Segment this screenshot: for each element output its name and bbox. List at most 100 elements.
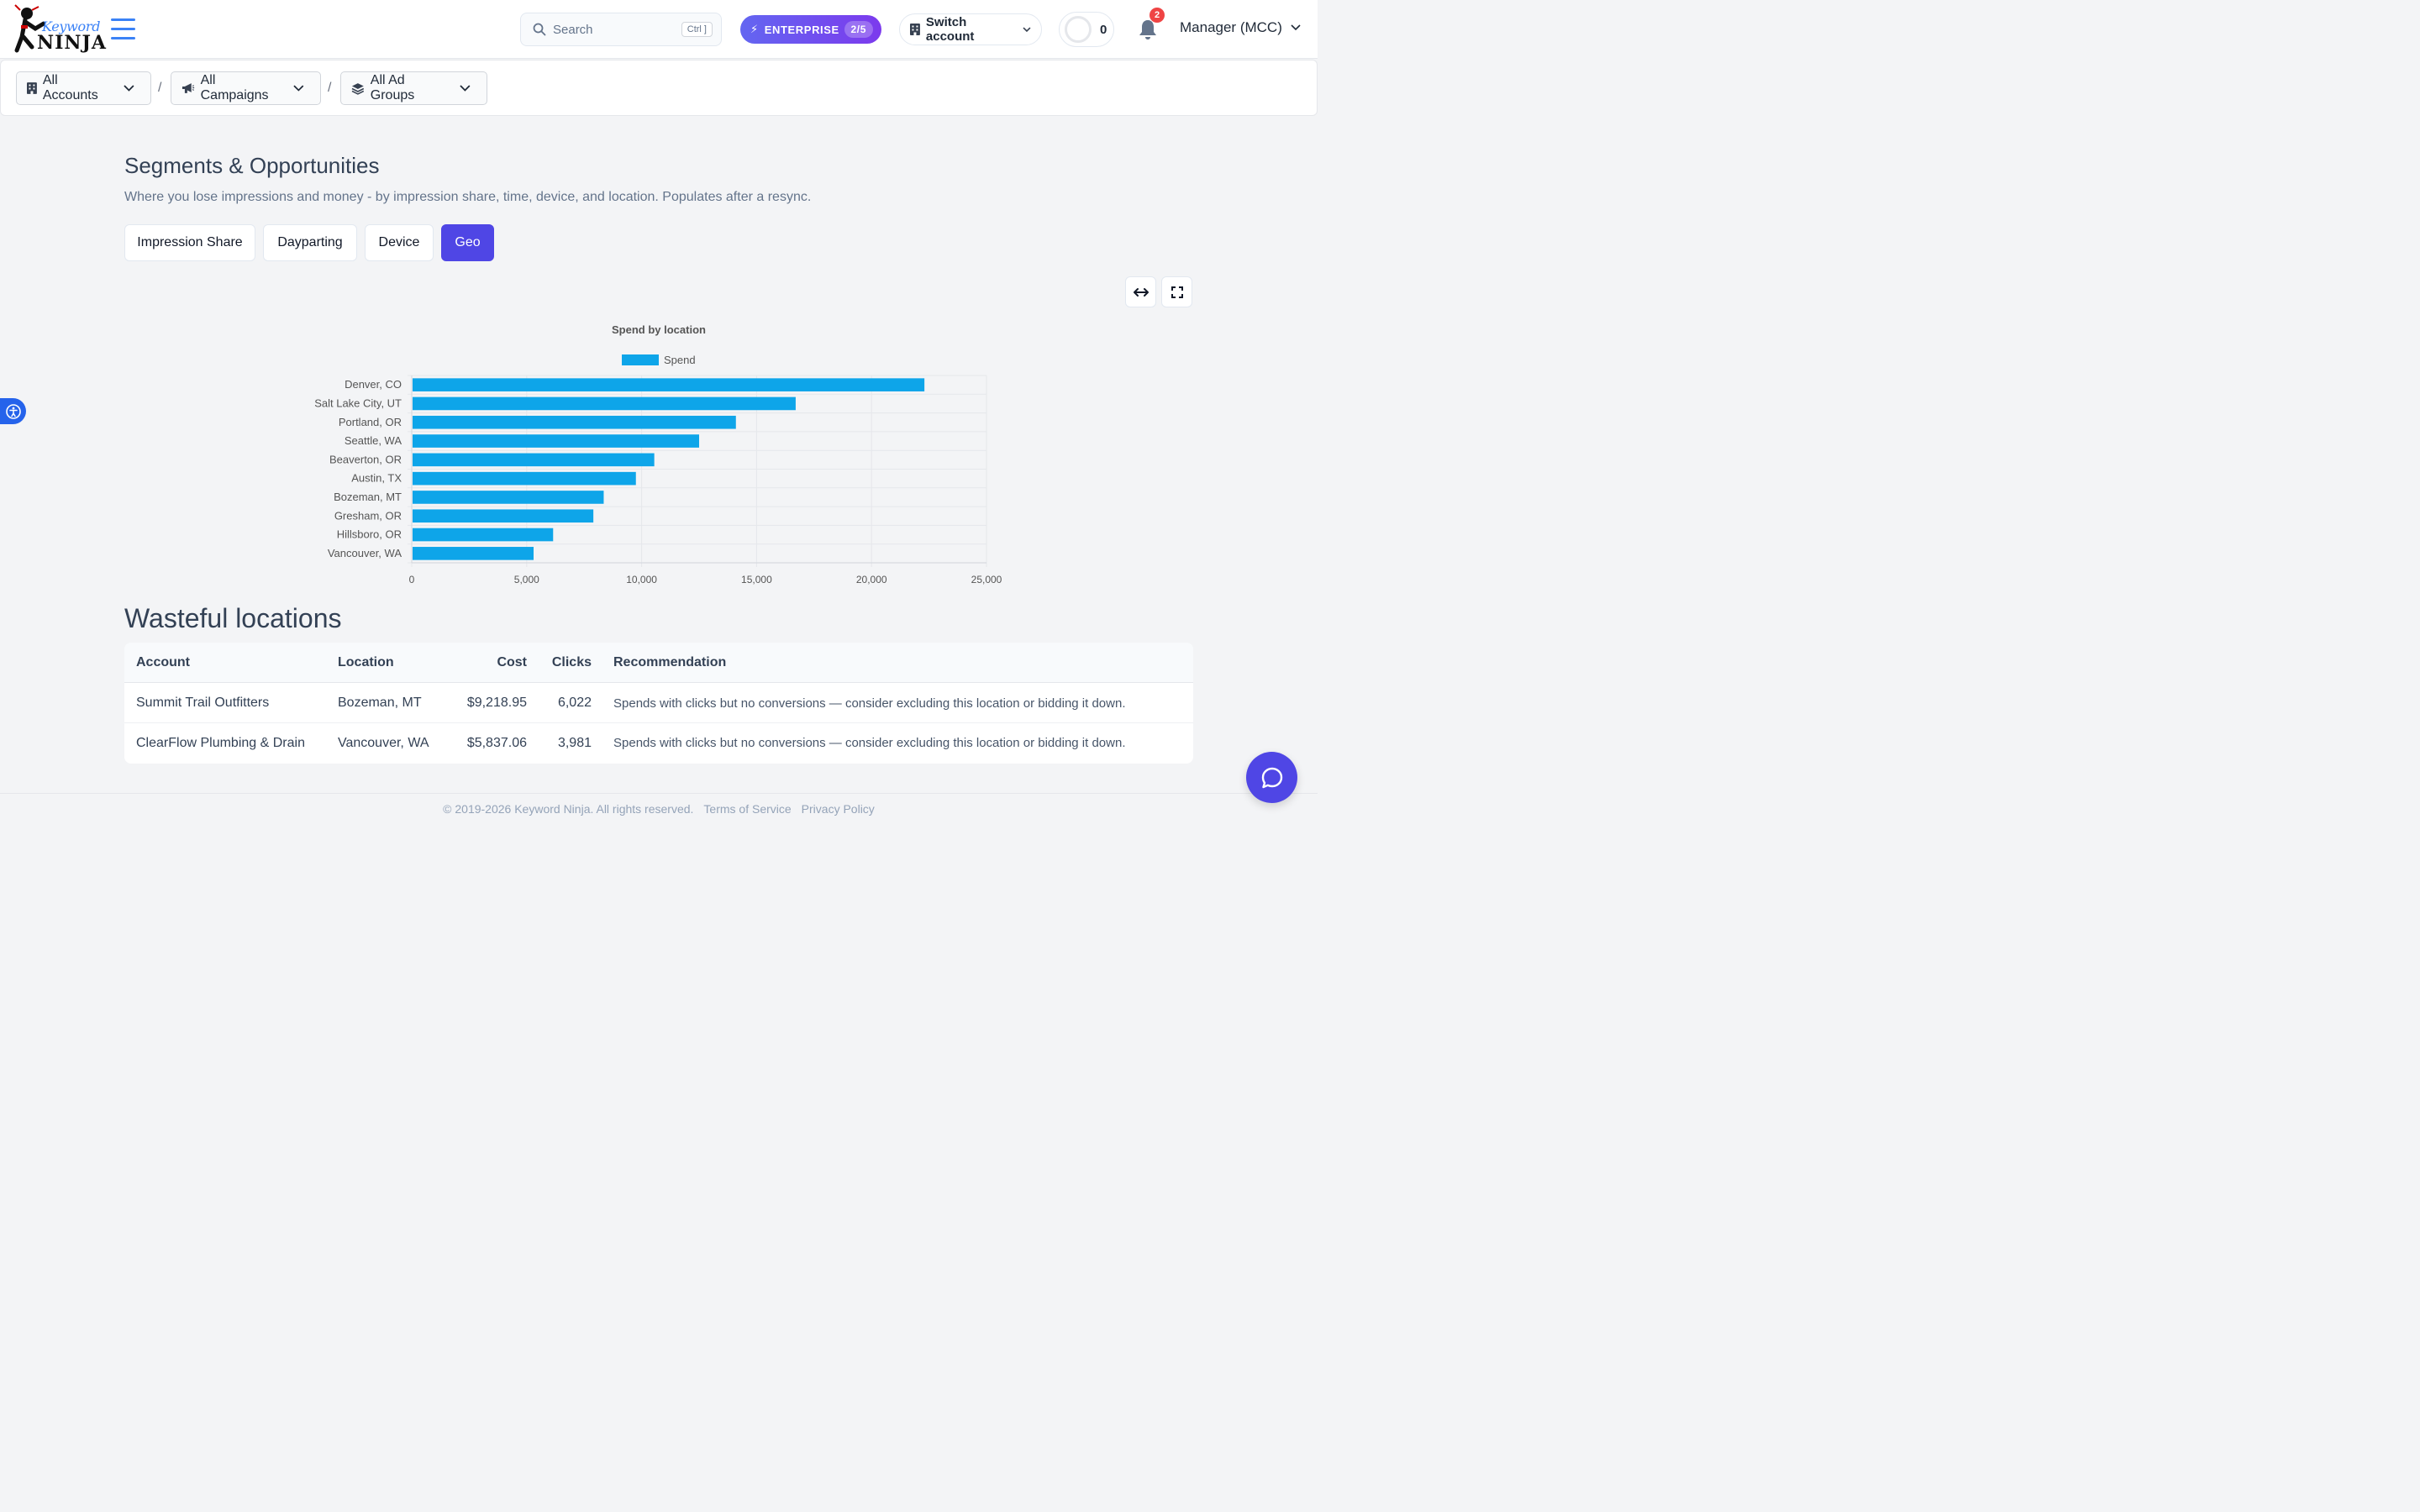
footer: © 2019-2026 Keyword Ninja. All rights re… [0,793,1318,823]
accounts-dropdown[interactable]: All Accounts [16,71,151,105]
top-header: Keyword NINJA Search Ctrl ] ⚡ ENTERPRISE… [0,0,1318,59]
x-tick-label: 25,000 [971,574,1002,585]
chevron-down-icon [1291,24,1301,31]
table-header: Account Location Cost Clicks Recommendat… [124,643,1193,683]
page-title: Segments & Opportunities [124,153,380,178]
wasteful-locations-table: Account Location Cost Clicks Recommendat… [124,643,1193,764]
menu-toggle-button[interactable] [111,18,135,40]
tab-dayparting[interactable]: Dayparting [263,224,357,261]
table-row: ClearFlow Plumbing & Drain Vancouver, WA… [124,723,1193,763]
x-tick-label: 15,000 [741,574,772,585]
bar[interactable] [413,528,554,542]
accessibility-button[interactable] [0,398,26,424]
plan-label: ENTERPRISE [764,23,839,36]
search-placeholder: Search [553,22,593,37]
cell-clicks: 3,981 [557,735,592,750]
column-cost[interactable]: Cost [497,654,527,669]
column-account[interactable]: Account [136,654,190,669]
fullscreen-button[interactable] [1161,276,1192,307]
hamburger-icon [111,18,135,21]
ad-groups-dropdown[interactable]: All Ad Groups [340,71,487,105]
page-subtitle: Where you lose impressions and money - b… [124,190,812,204]
search-shortcut: Ctrl ] [681,22,713,37]
bar[interactable] [413,396,796,411]
y-tick-label: Portland, OR [339,416,402,428]
y-tick-label: Hillsboro, OR [337,528,402,541]
tab-geo[interactable]: Geo [441,224,494,261]
hamburger-icon-line [111,28,135,30]
spend-by-location-chart: Spend by location Spend Denver, CO Salt L… [314,323,1002,585]
logo-word-top: Keyword [42,18,101,34]
y-tick-label: Beaverton, OR [329,453,402,465]
notifications-button[interactable]: 2 [1138,8,1165,40]
tab-device[interactable]: Device [365,224,434,261]
credits-indicator[interactable]: 0 [1059,12,1114,47]
cell-cost: $9,218.95 [466,696,527,710]
column-location[interactable]: Location [338,654,394,669]
chevron-down-icon [460,85,471,92]
user-menu-button[interactable]: Manager (MCC) [1180,19,1301,36]
x-tick-label: 10,000 [626,574,657,585]
bar[interactable] [413,471,636,486]
bar[interactable] [413,378,925,391]
y-tick-label: Denver, CO [345,378,402,391]
bar[interactable] [413,509,594,523]
cell-cost: $5,837.06 [466,735,527,750]
cell-location: Bozeman, MT [338,696,422,710]
bell-icon [1139,20,1156,39]
campaigns-dropdown[interactable]: All Campaigns [171,71,321,105]
building-icon [910,24,920,35]
terms-link[interactable]: Terms of Service [703,801,792,816]
arrows-horizontal-icon [1133,287,1149,297]
search-input[interactable]: Search Ctrl ] [520,13,722,46]
bar[interactable] [413,453,655,467]
column-recommendation[interactable]: Recommendation [613,654,727,669]
breadcrumb-separator: / [158,81,162,95]
layers-icon [351,82,365,95]
chevron-down-icon [124,85,134,92]
megaphone-icon [182,83,195,93]
accessibility-icon [5,403,21,419]
legend-label: Spend [664,354,696,366]
cell-location: Vancouver, WA [338,735,429,750]
cell-account: Summit Trail Outfitters [136,696,270,710]
bar[interactable] [413,491,604,504]
cell-account: ClearFlow Plumbing & Drain [136,735,305,750]
segment-tabs: Impression Share Dayparting Device Geo [124,224,502,261]
bar[interactable] [413,434,699,448]
cell-recommendation: Spends with clicks but no conversions — … [613,696,1126,711]
chart-title: Spend by location [612,323,706,336]
expand-width-button[interactable] [1125,276,1156,307]
chat-button[interactable] [1246,752,1297,803]
plan-count: 2/5 [844,21,873,38]
y-tick-label: Seattle, WA [345,434,402,447]
column-clicks[interactable]: Clicks [551,654,592,669]
y-tick-label: Salt Lake City, UT [314,396,402,409]
chat-bubble-icon [1261,767,1282,788]
search-icon [533,23,546,36]
bar[interactable] [413,547,534,560]
plan-badge-button[interactable]: ⚡ ENTERPRISE 2/5 [740,15,881,44]
chevron-down-icon [293,85,304,92]
bar[interactable] [413,415,736,429]
user-name: Manager (MCC) [1180,19,1282,35]
logo[interactable]: Keyword NINJA [13,3,106,55]
y-tick-label: Gresham, OR [334,509,402,522]
bolt-icon: ⚡ [750,23,759,35]
privacy-link[interactable]: Privacy Policy [801,801,875,816]
cell-clicks: 6,022 [557,696,592,710]
building-icon [27,82,37,94]
cell-recommendation: Spends with clicks but no conversions — … [613,736,1126,750]
ninja-logo-icon [14,4,46,53]
chart-bars [413,378,925,560]
copyright-text: © 2019-2026 Keyword Ninja. All rights re… [443,801,694,816]
tab-impression-share[interactable]: Impression Share [124,224,255,261]
chart-grid [408,375,987,567]
x-tick-label: 0 [409,574,415,585]
chevron-down-icon [1023,27,1031,32]
logo-word-bottom: NINJA [37,32,107,54]
x-tick-label: 20,000 [856,574,887,585]
switch-account-button[interactable]: Switch account [899,13,1042,45]
switch-account-label: Switch account [925,15,975,44]
ad-groups-label: All Ad Groups [370,73,415,102]
